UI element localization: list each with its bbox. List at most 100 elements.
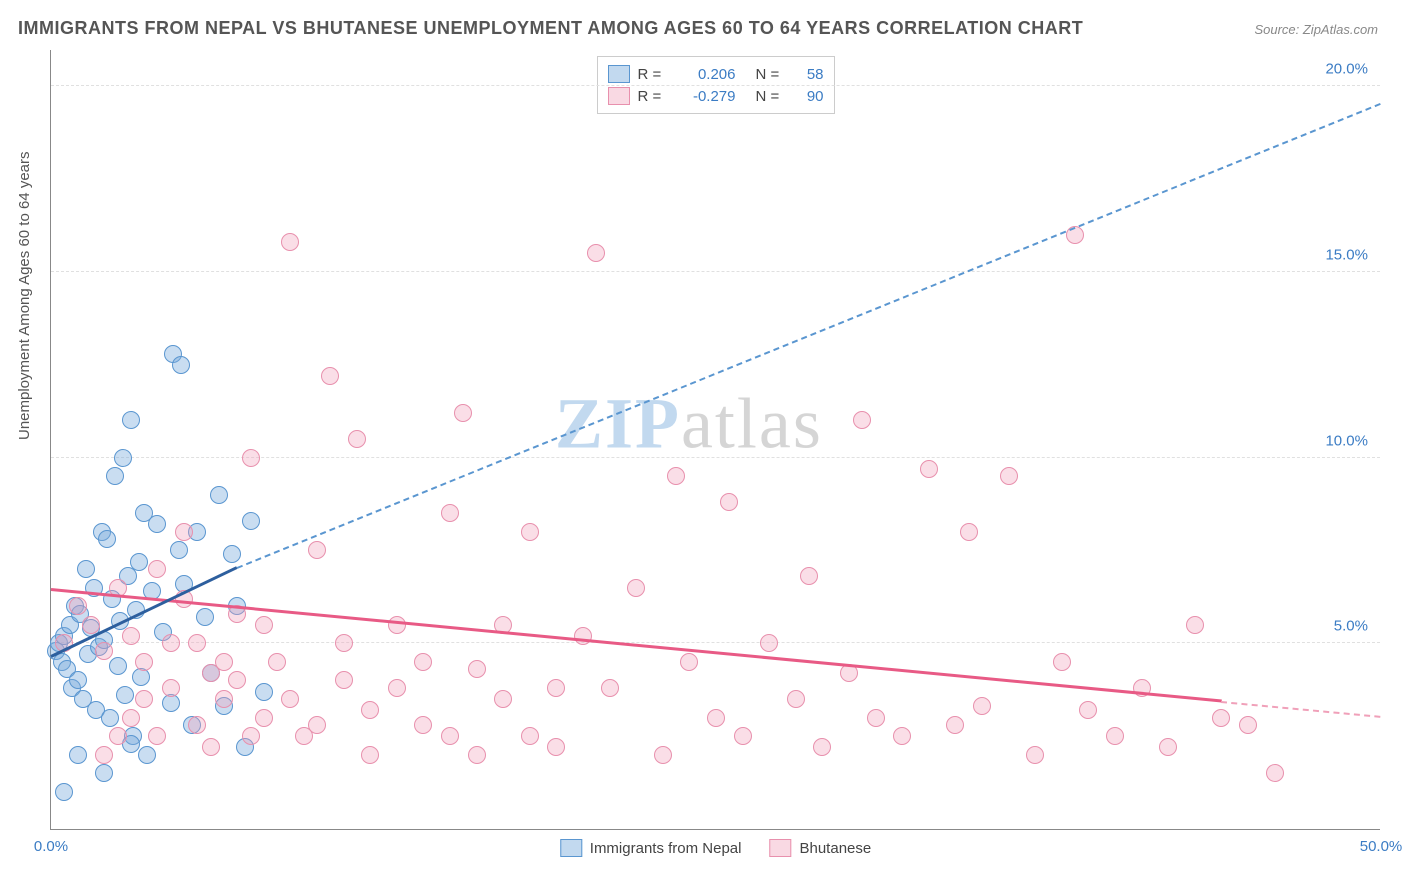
scatter-point	[335, 671, 353, 689]
scatter-point	[680, 653, 698, 671]
scatter-point	[69, 746, 87, 764]
scatter-point	[172, 356, 190, 374]
watermark-atlas: atlas	[681, 383, 823, 463]
scatter-point	[547, 679, 565, 697]
scatter-point	[335, 634, 353, 652]
scatter-point	[760, 634, 778, 652]
scatter-point	[1266, 764, 1284, 782]
scatter-point	[468, 660, 486, 678]
scatter-point	[242, 449, 260, 467]
scatter-point	[627, 579, 645, 597]
scatter-point	[170, 541, 188, 559]
scatter-point	[388, 616, 406, 634]
y-tick-label: 15.0%	[1325, 246, 1368, 263]
trend-line	[51, 588, 1222, 702]
scatter-point	[547, 738, 565, 756]
x-tick-label: 0.0%	[34, 838, 68, 855]
scatter-point	[1159, 738, 1177, 756]
scatter-point	[601, 679, 619, 697]
scatter-point	[188, 634, 206, 652]
scatter-point	[388, 679, 406, 697]
scatter-point	[268, 653, 286, 671]
scatter-point	[960, 523, 978, 541]
scatter-point	[122, 411, 140, 429]
chart-container: IMMIGRANTS FROM NEPAL VS BHUTANESE UNEMP…	[0, 0, 1406, 892]
legend-item-bhutanese: Bhutanese	[769, 839, 871, 857]
scatter-point	[148, 515, 166, 533]
scatter-point	[98, 530, 116, 548]
scatter-point	[175, 523, 193, 541]
scatter-point	[281, 690, 299, 708]
scatter-point	[973, 697, 991, 715]
scatter-point	[720, 493, 738, 511]
trend-line	[237, 103, 1382, 569]
scatter-point	[1186, 616, 1204, 634]
scatter-point	[162, 634, 180, 652]
scatter-point	[1079, 701, 1097, 719]
scatter-point	[361, 746, 379, 764]
scatter-point	[162, 679, 180, 697]
scatter-point	[122, 709, 140, 727]
scatter-point	[587, 244, 605, 262]
scatter-point	[813, 738, 831, 756]
series-legend: Immigrants from Nepal Bhutanese	[560, 839, 871, 857]
scatter-point	[308, 716, 326, 734]
scatter-point	[734, 727, 752, 745]
scatter-point	[255, 709, 273, 727]
legend-row-nepal: R = 0.206 N = 58	[608, 63, 824, 85]
plot-area: ZIPatlas R = 0.206 N = 58 R = -0.279 N =…	[50, 50, 1380, 830]
n-label: N =	[756, 88, 786, 105]
scatter-point	[95, 642, 113, 660]
scatter-point	[1000, 467, 1018, 485]
n-value-nepal: 58	[794, 66, 824, 83]
source-label: Source: ZipAtlas.com	[1254, 22, 1378, 37]
scatter-point	[361, 701, 379, 719]
r-value-nepal: 0.206	[676, 66, 736, 83]
scatter-point	[114, 449, 132, 467]
gridline	[51, 271, 1380, 272]
scatter-point	[281, 233, 299, 251]
scatter-point	[210, 486, 228, 504]
scatter-point	[454, 404, 472, 422]
r-label: R =	[638, 66, 668, 83]
swatch-icon	[560, 839, 582, 857]
scatter-point	[1106, 727, 1124, 745]
scatter-point	[853, 411, 871, 429]
scatter-point	[1026, 746, 1044, 764]
scatter-point	[215, 653, 233, 671]
scatter-point	[441, 504, 459, 522]
scatter-point	[867, 709, 885, 727]
scatter-point	[255, 616, 273, 634]
scatter-point	[69, 671, 87, 689]
scatter-point	[308, 541, 326, 559]
scatter-point	[109, 727, 127, 745]
gridline	[51, 642, 1380, 643]
scatter-point	[414, 716, 432, 734]
scatter-point	[228, 671, 246, 689]
scatter-point	[95, 746, 113, 764]
scatter-point	[667, 467, 685, 485]
scatter-point	[223, 545, 241, 563]
y-axis-label: Unemployment Among Ages 60 to 64 years	[16, 151, 33, 440]
scatter-point	[148, 727, 166, 745]
scatter-point	[135, 653, 153, 671]
scatter-point	[101, 709, 119, 727]
swatch-icon	[608, 65, 630, 83]
legend-label-bhutanese: Bhutanese	[799, 840, 871, 857]
scatter-point	[787, 690, 805, 708]
r-label: R =	[638, 88, 668, 105]
scatter-point	[494, 690, 512, 708]
y-tick-label: 10.0%	[1325, 432, 1368, 449]
scatter-point	[242, 727, 260, 745]
scatter-point	[77, 560, 95, 578]
scatter-point	[95, 764, 113, 782]
scatter-point	[654, 746, 672, 764]
scatter-point	[707, 709, 725, 727]
legend-row-bhutanese: R = -0.279 N = 90	[608, 85, 824, 107]
scatter-point	[122, 627, 140, 645]
scatter-point	[946, 716, 964, 734]
scatter-point	[242, 512, 260, 530]
scatter-point	[69, 597, 87, 615]
scatter-point	[1053, 653, 1071, 671]
scatter-point	[1212, 709, 1230, 727]
